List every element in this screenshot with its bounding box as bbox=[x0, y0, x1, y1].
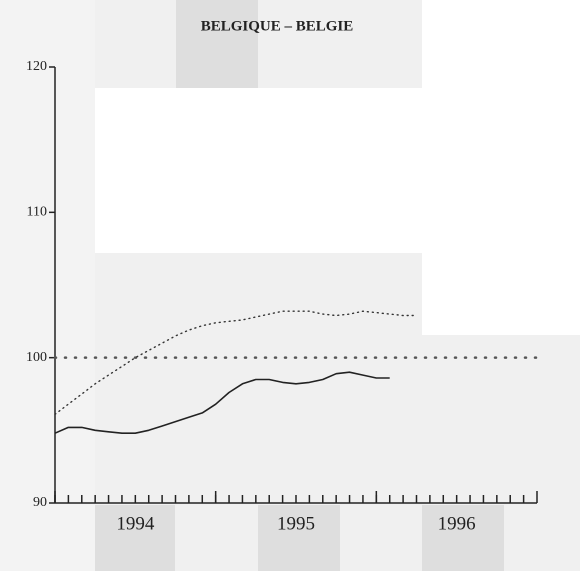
background-patch bbox=[258, 505, 340, 571]
background-patch bbox=[95, 505, 175, 571]
x-tick-label: 1994 bbox=[116, 513, 155, 534]
y-tick-label: 100 bbox=[26, 350, 47, 365]
background-patch bbox=[0, 0, 95, 571]
y-tick-label: 110 bbox=[27, 205, 47, 220]
x-tick-label: 1995 bbox=[277, 513, 315, 534]
x-tick-label: 1996 bbox=[438, 513, 476, 534]
background-patch bbox=[95, 0, 422, 88]
series-line bbox=[54, 310, 418, 415]
y-tick-label: 90 bbox=[33, 495, 47, 510]
series-line bbox=[54, 371, 390, 434]
background-patch bbox=[422, 505, 504, 571]
background-patch bbox=[176, 0, 258, 88]
chart-title: BELGIQUE – BELGIE bbox=[201, 18, 354, 34]
y-tick-label: 120 bbox=[26, 59, 47, 74]
